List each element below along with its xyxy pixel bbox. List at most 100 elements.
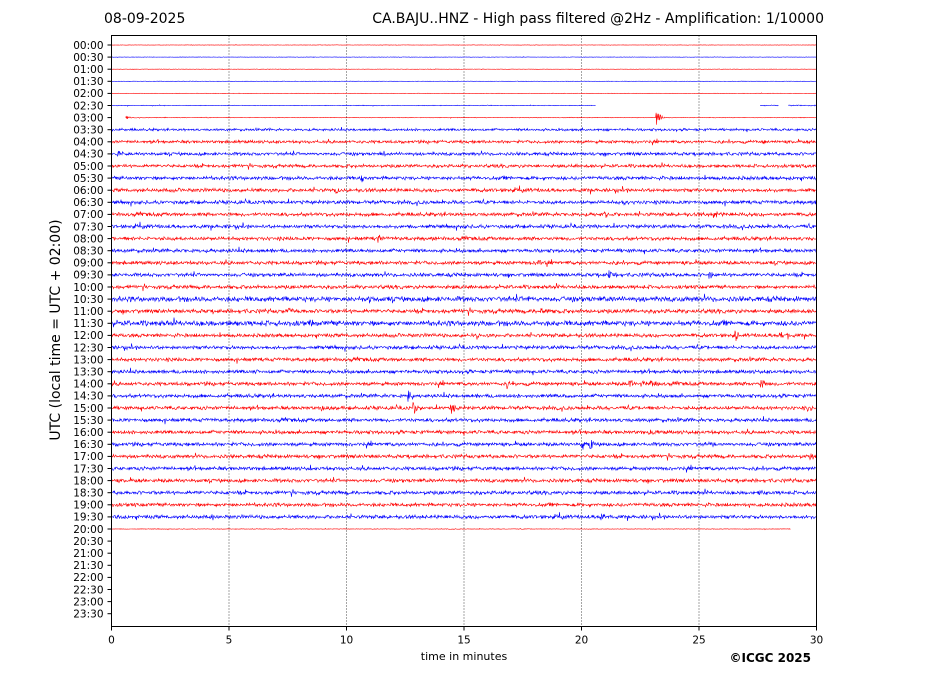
trace-layer — [111, 44, 817, 531]
y-tick-label: 21:30 — [73, 560, 103, 572]
y-tick-label: 08:00 — [73, 233, 103, 245]
seismogram-trace — [111, 390, 817, 402]
x-tick-label: 5 — [226, 635, 233, 647]
seismogram-trace — [111, 317, 817, 328]
seismogram-trace — [111, 185, 817, 195]
y-tick-label: 09:30 — [73, 270, 103, 282]
y-tick-label: 06:30 — [73, 197, 103, 209]
seismogram-trace — [111, 282, 817, 292]
y-tick-label: 02:00 — [73, 88, 103, 100]
y-tick-label: 01:00 — [73, 64, 103, 76]
x-tick-label: 10 — [340, 635, 353, 647]
seismogram-trace — [111, 416, 817, 425]
seismogram-trace — [111, 356, 817, 364]
y-tick-label: 04:30 — [73, 149, 103, 161]
y-tick-label: 00:00 — [73, 40, 103, 52]
seismogram-trace — [760, 104, 779, 107]
grid-layer — [228, 35, 700, 627]
seismogram-trace — [111, 126, 817, 133]
y-tick-label: 12:00 — [73, 330, 103, 342]
y-tick-label: 20:00 — [73, 524, 103, 536]
x-tick-label: 0 — [108, 635, 115, 647]
seismogram-trace — [111, 270, 817, 279]
seismogram-trace — [111, 343, 817, 352]
seismogram-trace — [111, 293, 817, 304]
y-tick-label: 19:30 — [73, 512, 103, 524]
seismogram-trace — [111, 44, 817, 46]
y-tick-label: 23:00 — [73, 596, 103, 608]
seismogram-trace — [111, 246, 817, 255]
y-tick-label: 23:30 — [73, 609, 103, 621]
y-tick-label: 16:30 — [73, 439, 103, 451]
y-tick-label: 07:00 — [73, 209, 103, 221]
seismogram-trace — [111, 501, 817, 508]
seismogram-trace — [111, 234, 817, 243]
y-tick-label: 03:30 — [73, 125, 103, 137]
y-tick-label: 17:30 — [73, 463, 103, 475]
y-tick-label: 08:30 — [73, 246, 103, 258]
y-tick-label: 01:30 — [73, 76, 103, 88]
seismogram-trace — [111, 307, 817, 316]
seismogram-trace — [111, 367, 817, 376]
y-tick-label: 11:00 — [73, 306, 103, 318]
seismogram-trace — [111, 428, 817, 436]
seismogram-trace — [111, 259, 817, 267]
seismogram-trace — [788, 104, 817, 107]
y-tick-label: 20:30 — [73, 536, 103, 548]
seismogram-trace — [111, 138, 817, 146]
date-label: 08-09-2025 — [104, 11, 186, 27]
axis-layer: 00:0000:3001:0001:3002:0002:3003:0003:30… — [73, 40, 823, 647]
seismogram-trace — [111, 162, 817, 170]
seismogram-trace — [111, 56, 817, 58]
seismogram-trace — [125, 112, 817, 125]
y-tick-label: 19:00 — [73, 500, 103, 512]
seismogram-trace — [111, 402, 817, 414]
y-tick-label: 22:30 — [73, 584, 103, 596]
y-tick-label: 02:30 — [73, 100, 103, 112]
seismogram-trace — [111, 174, 817, 183]
y-axis-label: UTC (local time = UTC + 02:00) — [48, 219, 64, 441]
seismogram-trace — [111, 92, 817, 95]
y-tick-label: 07:30 — [73, 221, 103, 233]
y-tick-label: 14:00 — [73, 379, 103, 391]
seismogram-trace — [111, 452, 817, 461]
y-tick-label: 13:00 — [73, 354, 103, 366]
y-tick-label: 21:00 — [73, 548, 103, 560]
y-tick-label: 17:00 — [73, 451, 103, 463]
y-tick-label: 05:00 — [73, 161, 103, 173]
seismogram-trace — [111, 210, 817, 219]
seismogram-trace — [111, 104, 596, 107]
copyright-label: ©ICGC 2025 — [729, 651, 811, 665]
y-tick-label: 16:00 — [73, 427, 103, 439]
seismogram-trace — [111, 380, 817, 390]
seismogram-trace — [111, 527, 791, 531]
x-tick-label: 20 — [575, 635, 588, 647]
y-tick-label: 10:00 — [73, 282, 103, 294]
y-tick-label: 15:30 — [73, 415, 103, 427]
chart-title: CA.BAJU..HNZ - High pass filtered @2Hz -… — [372, 11, 824, 27]
seismogram-trace — [111, 464, 817, 473]
y-tick-label: 03:00 — [73, 112, 103, 124]
x-tick-label: 30 — [810, 635, 823, 647]
seismogram-trace — [111, 221, 817, 231]
seismogram-trace — [111, 150, 817, 158]
seismogram-trace — [111, 330, 817, 342]
plot-frame — [111, 35, 817, 627]
seismogram-trace — [111, 512, 817, 522]
y-tick-label: 00:30 — [73, 52, 103, 64]
y-tick-label: 04:00 — [73, 137, 103, 149]
y-tick-label: 10:30 — [73, 294, 103, 306]
y-tick-label: 06:00 — [73, 185, 103, 197]
y-tick-label: 11:30 — [73, 318, 103, 330]
x-tick-label: 15 — [457, 635, 470, 647]
seismogram-trace — [111, 197, 817, 207]
seismogram-trace — [111, 440, 817, 450]
y-tick-label: 18:30 — [73, 488, 103, 500]
seismogram-trace — [111, 68, 817, 71]
seismogram-trace — [111, 80, 817, 82]
x-tick-label: 25 — [692, 635, 705, 647]
y-tick-label: 14:30 — [73, 391, 103, 403]
y-tick-label: 22:00 — [73, 572, 103, 584]
y-tick-label: 13:30 — [73, 367, 103, 379]
